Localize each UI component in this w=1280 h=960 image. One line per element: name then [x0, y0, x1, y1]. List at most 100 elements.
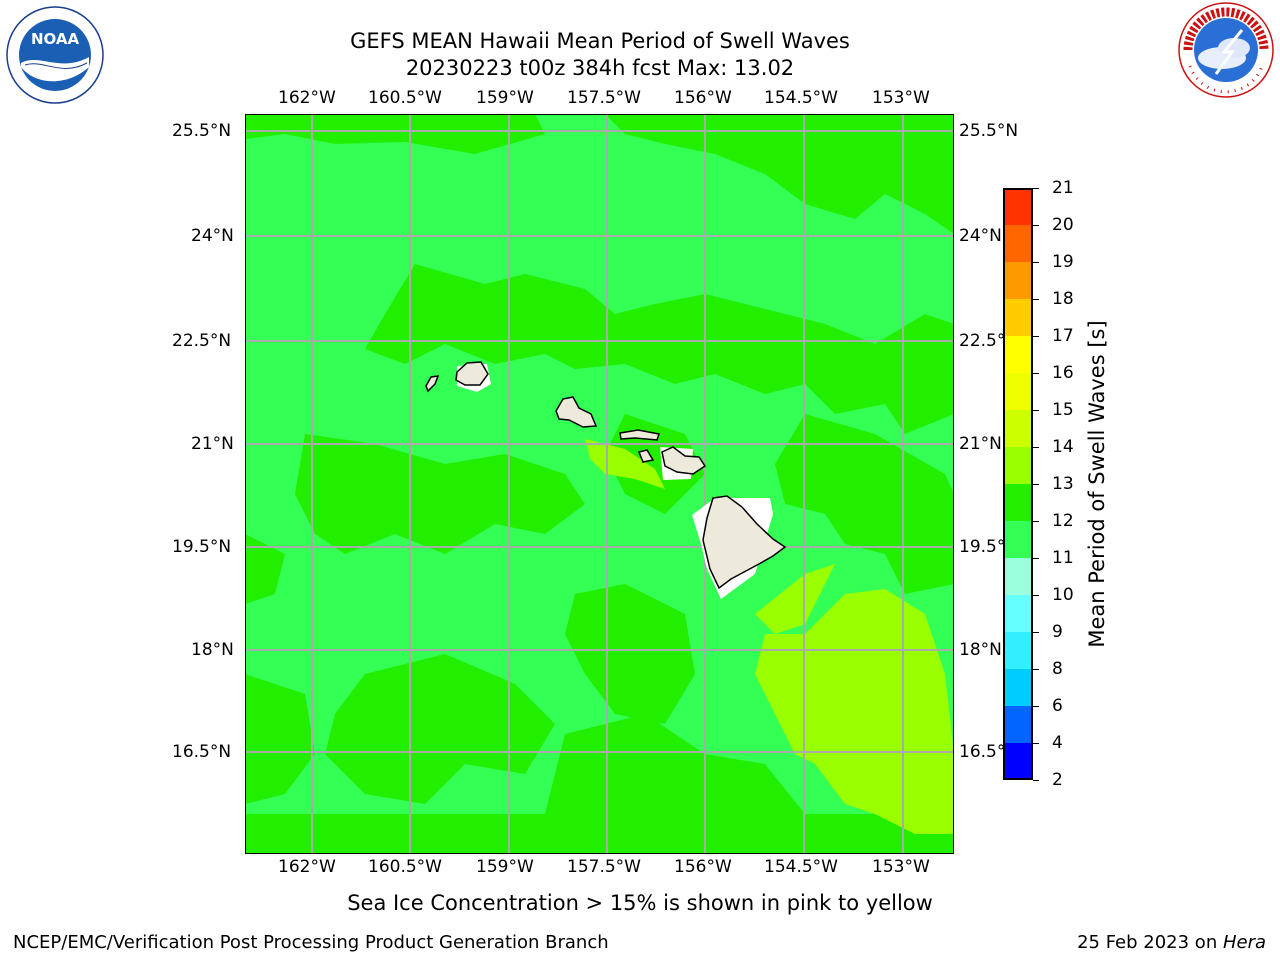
graticule: [245, 114, 954, 854]
colorbar-swatch: [1003, 669, 1033, 706]
lat-label: 25.5°N: [959, 121, 1019, 141]
lon-label: 156°W: [674, 857, 732, 877]
colorbar-swatch: [1003, 743, 1033, 780]
oahu-island: [555, 396, 598, 428]
lat-label: 25.5°N: [172, 121, 232, 141]
colorbar-tick-label: 15: [1052, 400, 1074, 420]
colorbar-tick-label: 10: [1052, 585, 1074, 605]
colorbar-swatch: [1003, 373, 1033, 410]
colorbar-tick-label: 12: [1052, 511, 1074, 531]
colorbar-swatch: [1003, 225, 1033, 262]
colorbar-tick-mark: [1033, 262, 1039, 263]
lon-label: 153°W: [872, 857, 930, 877]
colorbar-tick-label: 9: [1052, 622, 1063, 642]
lon-label: 159°W: [476, 88, 534, 108]
lon-label: 157.5°W: [567, 88, 641, 108]
colorbar-tick-mark: [1033, 299, 1039, 300]
lon-label: 160.5°W: [368, 88, 442, 108]
colorbar-tick-mark: [1033, 336, 1039, 337]
colorbar-tick-mark: [1033, 595, 1039, 596]
colorbar-swatch: [1003, 262, 1033, 299]
lat-label: 21°N: [191, 434, 234, 454]
swell-period-map: [244, 113, 955, 855]
colorbar-tick-mark: [1033, 743, 1039, 744]
colorbar-tick-mark: [1033, 669, 1039, 670]
lat-label: 18°N: [959, 640, 1002, 660]
lon-label: 160.5°W: [368, 857, 442, 877]
lon-label: 154.5°W: [764, 857, 838, 877]
colorbar-tick-label: 4: [1052, 733, 1063, 753]
lat-label: 19.5°N: [172, 537, 232, 557]
colorbar-ticks: 2 4 6 8 9 10 11 12 13 14 15 16 17 18 19 20 21: [1033, 178, 1086, 790]
lat-label: 24°N: [191, 226, 234, 246]
colorbar-tick-label: 13: [1052, 474, 1074, 494]
colorbar-tick-mark: [1033, 521, 1039, 522]
map-panel: [244, 113, 955, 855]
colorbar-tick-mark: [1033, 484, 1039, 485]
nws-logo: [1176, 0, 1276, 100]
lat-label: 22.5°N: [172, 331, 232, 351]
colorbar-tick-mark: [1033, 706, 1039, 707]
colorbar-tick-label: 6: [1052, 696, 1063, 716]
lanai-island: [637, 449, 655, 463]
molokai-island: [619, 429, 660, 441]
lat-label: 24°N: [959, 226, 1002, 246]
colorbar-tick-mark: [1033, 632, 1039, 633]
sea-ice-note: Sea Ice Concentration > 15% is shown in …: [347, 891, 933, 915]
colorbar-swatch: [1003, 447, 1033, 484]
colorbar-swatch: [1003, 632, 1033, 669]
colorbar-tick-label: 2: [1052, 770, 1063, 790]
footer-credit: NCEP/EMC/Verification Post Processing Pr…: [13, 932, 609, 953]
noaa-logo-text: NOAA: [31, 30, 80, 48]
colorbar-swatch: [1003, 595, 1033, 632]
colorbar-tick-label: 17: [1052, 326, 1074, 346]
colorbar-tick-label: 20: [1052, 215, 1074, 235]
lat-label: 21°N: [959, 434, 1002, 454]
lon-label: 156°W: [674, 88, 732, 108]
colorbar-swatch: [1003, 706, 1033, 743]
colorbar: [1003, 188, 1033, 780]
lon-label: 162°W: [278, 88, 336, 108]
lon-label: 159°W: [476, 857, 534, 877]
chart-title: GEFS MEAN Hawaii Mean Period of Swell Wa…: [350, 29, 850, 53]
lat-label: 18°N: [191, 640, 234, 660]
lat-label: 16.5°N: [172, 742, 232, 762]
colorbar-tick-mark: [1033, 447, 1039, 448]
colorbar-tick-label: 14: [1052, 437, 1074, 457]
big-island: [702, 495, 787, 590]
colorbar-tick-label: 21: [1052, 178, 1074, 198]
hawaiian-islands: [425, 361, 787, 590]
colorbar-tick-mark: [1033, 558, 1039, 559]
colorbar-tick-label: 11: [1052, 548, 1074, 568]
colorbar-tick-mark: [1033, 225, 1039, 226]
colorbar-swatch: [1003, 484, 1033, 521]
colorbar-swatch: [1003, 299, 1033, 336]
chart-subtitle: 20230223 t00z 384h fcst Max: 13.02: [405, 56, 795, 80]
colorbar-swatch: [1003, 188, 1033, 225]
lon-label: 157.5°W: [567, 857, 641, 877]
lon-label: 162°W: [278, 857, 336, 877]
colorbar-swatches: [1003, 188, 1033, 780]
colorbar-swatch: [1003, 336, 1033, 373]
footer-date-wrap: 25 Feb 2023 on Hera: [1077, 932, 1266, 953]
lon-label: 154.5°W: [764, 88, 838, 108]
swell-field-11-12: [245, 114, 954, 854]
colorbar-label: Mean Period of Swell Waves [s]: [1085, 320, 1109, 648]
colorbar-swatch: [1003, 521, 1033, 558]
colorbar-tick-label: 8: [1052, 659, 1063, 679]
colorbar-tick-mark: [1033, 780, 1039, 781]
colorbar-tick-mark: [1033, 188, 1039, 189]
maui-island: [661, 446, 707, 475]
lon-label: 153°W: [872, 88, 930, 108]
colorbar-swatch: [1003, 558, 1033, 595]
colorbar-tick-label: 16: [1052, 363, 1074, 383]
noaa-logo: NOAA: [5, 5, 105, 105]
note-wrap: Sea Ice Concentration > 15% is shown in …: [0, 891, 1280, 915]
colorbar-tick-label: 18: [1052, 289, 1074, 309]
colorbar-swatch: [1003, 410, 1033, 447]
colorbar-tick-label: 19: [1052, 252, 1074, 272]
footer-date: 25 Feb 2023 on: [1077, 932, 1223, 953]
kauai-island: [455, 361, 489, 386]
niihau-island: [425, 375, 440, 393]
footer-host: Hera: [1222, 932, 1266, 953]
